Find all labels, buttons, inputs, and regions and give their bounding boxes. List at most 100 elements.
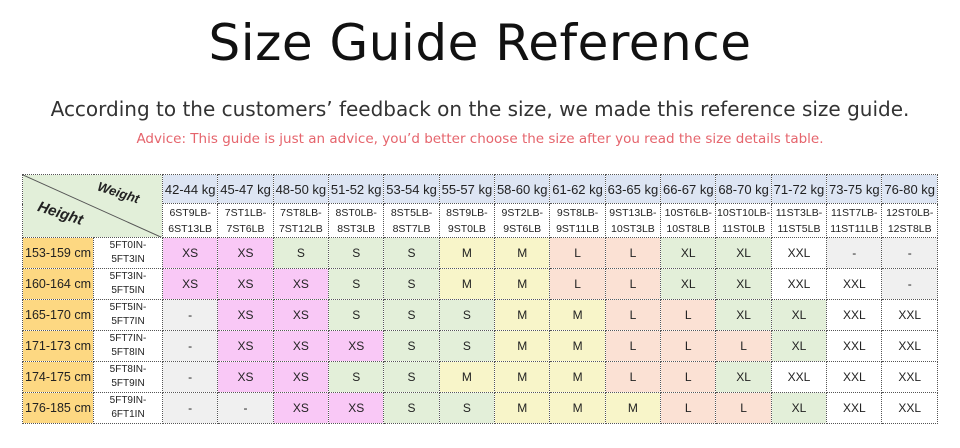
size-cell: XXL bbox=[826, 268, 883, 300]
weight-st-to: 7ST12LB bbox=[278, 222, 323, 235]
size-cell: - bbox=[161, 392, 219, 424]
height-ft: 5FT7IN- 5FT8IN bbox=[93, 330, 163, 362]
size-cell: S bbox=[328, 268, 385, 300]
weight-kg-header: 68-70 kg bbox=[715, 174, 772, 204]
weight-st-from: 9ST13LB- bbox=[609, 206, 657, 219]
size-cell: S bbox=[383, 392, 440, 424]
size-cell: S bbox=[438, 299, 496, 331]
weight-st-from: 11ST3LB- bbox=[775, 206, 823, 219]
weight-st-to: 8ST7LB bbox=[392, 222, 431, 235]
height-ft: 5FT9IN- 6FT1IN bbox=[93, 392, 163, 424]
weight-st-to: 11ST11LB bbox=[830, 222, 879, 235]
size-cell: L bbox=[660, 330, 717, 362]
size-cell: S bbox=[383, 361, 440, 393]
size-cell: S bbox=[328, 237, 385, 269]
weight-kg-header: 51-52 kg bbox=[328, 174, 385, 204]
size-cell: XXL bbox=[770, 237, 828, 269]
height-ft: 5FT5IN- 5FT7IN bbox=[93, 299, 163, 331]
size-guide-table: Weight Height 42-44 kg 45-47 kg 48-50 kg 51-5… bbox=[22, 174, 938, 424]
height-ft-to: 5FT7IN bbox=[111, 316, 145, 327]
size-cell: S bbox=[383, 330, 440, 362]
weight-st-header: 10ST10LB- 11ST0LB bbox=[715, 203, 772, 238]
size-cell: L bbox=[660, 299, 717, 331]
weight-st-header: 6ST9LB- 6ST13LB bbox=[161, 203, 219, 238]
size-cell: XXL bbox=[770, 268, 828, 300]
size-cell: XS bbox=[272, 392, 330, 424]
size-cell: M bbox=[494, 299, 551, 331]
weight-st-header: 8ST5LB- 8ST7LB bbox=[383, 203, 440, 238]
size-cell: - bbox=[881, 268, 938, 300]
height-cm: 153-159 cm bbox=[22, 237, 94, 269]
height-ft: 5FT3IN- 5FT5IN bbox=[93, 268, 163, 300]
size-cell: XL bbox=[770, 330, 828, 362]
weight-st-from: 10ST10LB- bbox=[717, 206, 771, 219]
size-cell: S bbox=[383, 237, 440, 269]
height-ft-to: 5FT8IN bbox=[111, 347, 145, 358]
size-cell: S bbox=[328, 299, 385, 331]
size-cell: XS bbox=[272, 330, 330, 362]
size-cell: L bbox=[604, 361, 662, 393]
size-cell: M bbox=[438, 268, 496, 300]
weight-st-from: 10ST6LB- bbox=[664, 206, 712, 219]
size-cell: M bbox=[494, 361, 551, 393]
weight-kg-header: 42-44 kg bbox=[161, 174, 219, 204]
size-cell: XS bbox=[217, 361, 274, 393]
size-cell: L bbox=[604, 268, 662, 300]
weight-st-from: 12ST0LB- bbox=[886, 206, 934, 219]
size-cell: S bbox=[272, 237, 330, 269]
weight-st-to: 12ST8LB bbox=[887, 222, 932, 235]
size-cell: XS bbox=[272, 361, 330, 393]
height-ft-to: 5FT9IN bbox=[111, 378, 145, 389]
height-ft-from: 5FT3IN- bbox=[109, 271, 147, 282]
weight-st-header: 7ST8LB- 7ST12LB bbox=[272, 203, 330, 238]
weight-st-from: 11ST7LB- bbox=[831, 206, 878, 219]
diagonal-divider bbox=[23, 175, 161, 237]
height-ft-from: 5FT8IN- bbox=[109, 364, 147, 375]
weight-kg-header: 53-54 kg bbox=[383, 174, 440, 204]
size-cell: XL bbox=[770, 392, 828, 424]
size-cell: M bbox=[438, 237, 496, 269]
size-cell: - bbox=[161, 299, 219, 331]
size-cell: - bbox=[217, 392, 274, 424]
weight-st-from: 9ST2LB- bbox=[501, 206, 543, 219]
table-row: 176-185 cm 5FT9IN- 6FT1IN - - XS XS S S M M M L L XL XX… bbox=[22, 392, 938, 424]
height-ft-to: 5FT3IN bbox=[111, 254, 145, 265]
height-ft-to: 6FT1IN bbox=[111, 409, 145, 420]
size-cell: XXL bbox=[770, 361, 828, 393]
table-row: 160-164 cm 5FT3IN- 5FT5IN XS XS XS S S M M L L XL XL X… bbox=[22, 268, 938, 300]
weight-kg-header: 48-50 kg bbox=[272, 174, 330, 204]
size-cell: - bbox=[881, 237, 938, 269]
height-cm: 160-164 cm bbox=[22, 268, 94, 300]
height-ft-from: 5FT0IN- bbox=[109, 240, 147, 251]
subtitle: According to the customers’ feedback on … bbox=[50, 97, 910, 121]
weight-st-row: 6ST9LB- 6ST13LB 7ST1LB- 7ST6LB 7ST8LB- 7ST12L… bbox=[23, 203, 938, 238]
size-cell: XL bbox=[770, 299, 828, 331]
size-cell: XS bbox=[217, 237, 274, 269]
weight-st-to: 8ST3LB bbox=[337, 222, 376, 235]
size-cell: XS bbox=[328, 330, 385, 362]
weight-kg-row: Weight Height 42-44 kg 45-47 kg 48-50 kg 51-5… bbox=[22, 174, 938, 238]
weight-kg-header: 55-57 kg bbox=[438, 174, 496, 204]
size-cell: XXL bbox=[881, 392, 938, 424]
size-cell: XXL bbox=[826, 330, 883, 362]
size-cell: M bbox=[494, 268, 551, 300]
size-cell: M bbox=[549, 299, 606, 331]
size-cell: XL bbox=[715, 237, 772, 269]
weight-st-to: 11ST5LB bbox=[777, 222, 821, 235]
size-cell: S bbox=[438, 330, 496, 362]
size-cell: L bbox=[715, 392, 772, 424]
size-cell: L bbox=[604, 237, 662, 269]
weight-st-to: 10ST3LB bbox=[611, 222, 655, 235]
size-cell: XS bbox=[328, 392, 385, 424]
size-cell: L bbox=[604, 299, 662, 331]
weight-kg-header: 76-80 kg bbox=[881, 174, 938, 204]
size-cell: XL bbox=[660, 237, 717, 269]
size-cell: L bbox=[660, 361, 717, 393]
weight-kg-header: 61-62 kg bbox=[549, 174, 606, 204]
weight-st-header: 11ST7LB- 11ST11LB bbox=[826, 203, 883, 238]
weight-st-header: 7ST1LB- 7ST6LB bbox=[217, 203, 274, 238]
size-cell: XXL bbox=[826, 361, 883, 393]
size-cell: XS bbox=[272, 299, 330, 331]
weight-st-header: 8ST9LB- 9ST0LB bbox=[438, 203, 496, 238]
size-cell: S bbox=[438, 392, 496, 424]
